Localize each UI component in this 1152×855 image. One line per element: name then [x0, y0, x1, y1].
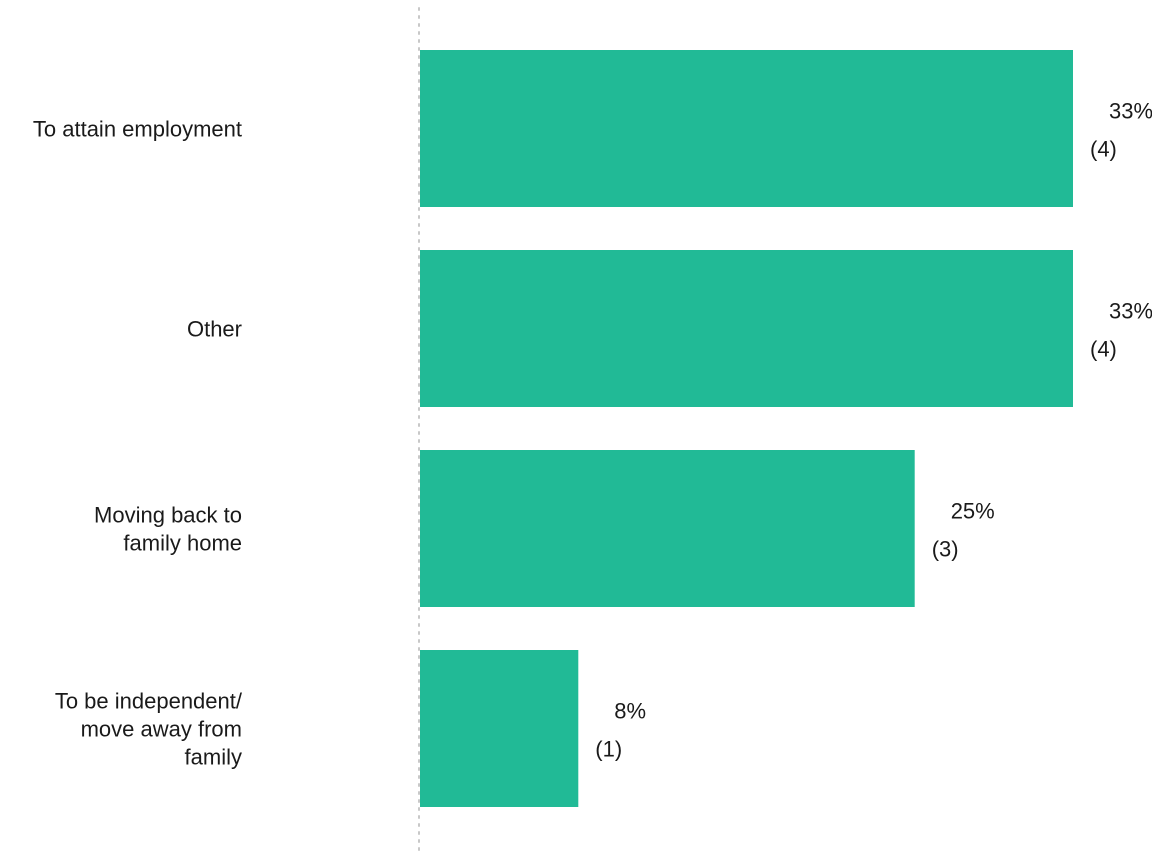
- category-label: Other: [187, 317, 242, 342]
- category-label-line: family home: [123, 531, 242, 556]
- bar: [420, 250, 1073, 407]
- count-label: (1): [595, 737, 622, 762]
- value-label: 25%: [951, 499, 995, 524]
- category-labels-group: To attain employment Other Moving back to f…: [33, 117, 243, 770]
- value-label: 8%: [614, 699, 646, 724]
- category-label: Moving back to family home: [94, 503, 242, 556]
- category-label-line: move away from: [81, 717, 242, 742]
- category-label-line: To attain employment: [33, 117, 242, 142]
- bars-group: [420, 50, 1073, 807]
- bar: [420, 650, 579, 807]
- category-label: To attain employment: [33, 117, 242, 142]
- count-label: (4): [1090, 337, 1117, 362]
- value-label: 33%: [1109, 99, 1152, 124]
- bar: [420, 450, 915, 607]
- category-label-line: Other: [187, 317, 242, 342]
- value-labels-group: 33% (4) 33% (4) 25% (3) 8% (1): [595, 99, 1152, 762]
- count-label: (4): [1090, 137, 1117, 162]
- bar: [420, 50, 1073, 207]
- category-label-line: To be independent/: [55, 689, 243, 714]
- count-label: (3): [932, 537, 959, 562]
- category-label: To be independent/move away from family: [55, 689, 243, 770]
- category-label-line: family: [185, 745, 242, 770]
- category-label-line: Moving back to: [94, 503, 242, 528]
- value-label: 33%: [1109, 299, 1152, 324]
